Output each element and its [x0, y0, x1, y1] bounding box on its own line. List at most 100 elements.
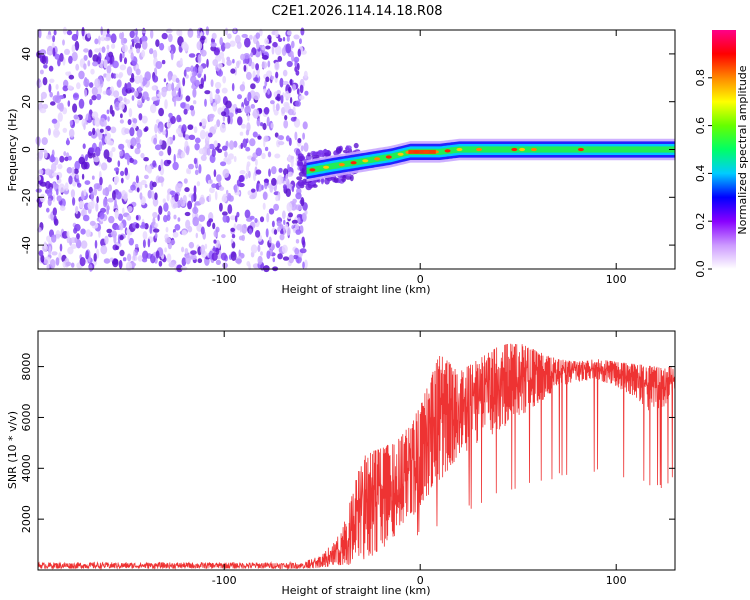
noise-speckle	[85, 229, 92, 238]
noise-speckle	[230, 68, 236, 74]
noise-speckle	[204, 243, 208, 250]
signal-hotspot	[511, 147, 518, 152]
noise-speckle	[130, 184, 136, 191]
noise-speckle	[250, 83, 256, 90]
noise-speckle	[78, 200, 85, 209]
noise-speckle	[51, 172, 58, 177]
noise-speckle	[88, 49, 93, 58]
noise-speckle	[261, 61, 268, 69]
noise-speckle	[233, 184, 238, 193]
noise-speckle	[299, 248, 307, 254]
noise-speckle	[282, 210, 286, 220]
noise-speckle	[281, 107, 286, 114]
noise-speckle	[103, 59, 108, 69]
noise-speckle	[161, 59, 166, 65]
noise-speckle	[74, 160, 80, 171]
noise-speckle	[159, 124, 164, 133]
noise-speckle	[167, 145, 172, 156]
noise-speckle	[89, 220, 96, 226]
noise-speckle	[152, 181, 157, 188]
noise-speckle	[127, 205, 133, 213]
noise-speckle	[45, 180, 51, 190]
noise-speckle	[91, 111, 99, 119]
noise-speckle	[158, 164, 162, 172]
noise-speckle	[287, 154, 291, 162]
colorbar-tick-label: 0.4	[694, 165, 707, 183]
noise-speckle	[126, 228, 131, 235]
noise-speckle	[268, 37, 272, 43]
noise-speckle	[69, 120, 74, 126]
noise-speckle	[71, 44, 76, 53]
noise-speckle	[51, 118, 58, 124]
noise-speckle	[179, 197, 183, 206]
signal-fuzz	[353, 142, 359, 149]
noise-speckle	[157, 214, 160, 222]
noise-speckle	[67, 85, 73, 90]
noise-speckle	[240, 53, 246, 61]
noise-speckle	[294, 247, 300, 255]
signal-fuzz	[336, 146, 342, 154]
noise-speckle	[64, 182, 69, 192]
noise-speckle	[229, 116, 233, 125]
noise-speckle	[190, 250, 197, 256]
noise-speckle	[233, 140, 238, 148]
noise-speckle	[213, 169, 217, 178]
noise-speckle	[219, 37, 223, 46]
noise-speckle	[260, 122, 264, 127]
y-tick-label: -40	[20, 236, 33, 254]
noise-speckle	[100, 245, 108, 255]
noise-speckle	[74, 237, 78, 244]
noise-speckle	[182, 194, 187, 204]
noise-speckle	[245, 146, 251, 152]
snr-y-ticks: 2000 4000 6000 8000	[20, 353, 675, 533]
noise-speckle	[231, 83, 235, 92]
noise-speckle	[290, 116, 297, 122]
noise-speckle	[144, 126, 149, 132]
noise-speckle	[187, 28, 194, 38]
noise-speckle	[173, 214, 177, 220]
noise-speckle	[188, 163, 194, 170]
noise-speckle	[249, 215, 255, 220]
noise-speckle	[40, 254, 45, 263]
noise-speckle	[44, 168, 52, 176]
noise-speckle	[271, 177, 277, 186]
noise-speckle	[177, 148, 182, 156]
noise-speckle	[119, 234, 124, 241]
noise-speckle	[158, 150, 164, 157]
signal-fuzz	[320, 177, 324, 185]
noise-speckle	[285, 135, 290, 142]
signal-hotspot	[350, 161, 357, 165]
noise-speckle	[206, 58, 209, 68]
noise-speckle	[242, 138, 248, 148]
noise-speckle	[124, 167, 128, 176]
noise-speckle	[303, 142, 309, 152]
noise-speckle	[180, 102, 186, 109]
noise-speckle	[230, 251, 237, 261]
noise-speckle	[48, 83, 52, 93]
noise-speckle	[224, 42, 231, 49]
noise-speckle	[222, 211, 228, 216]
y-tick-label: 4000	[20, 454, 33, 482]
noise-speckle	[200, 244, 206, 255]
noise-speckle	[185, 254, 191, 265]
noise-speckle	[267, 89, 270, 95]
noise-speckle	[255, 63, 259, 71]
noise-speckle	[88, 131, 92, 137]
noise-speckle	[200, 226, 205, 235]
noise-speckle	[263, 135, 269, 143]
noise-speckle	[118, 73, 123, 79]
noise-speckle	[165, 226, 169, 233]
noise-speckle	[171, 82, 175, 91]
noise-speckle	[64, 48, 70, 56]
noise-speckle	[38, 150, 44, 160]
noise-speckle	[275, 195, 279, 202]
spectrogram-x-ticks: -100 0 100	[212, 30, 627, 286]
noise-speckle	[52, 194, 56, 203]
noise-speckle	[185, 219, 191, 229]
noise-speckle	[272, 41, 278, 48]
noise-speckle	[190, 108, 196, 117]
noise-speckle	[274, 45, 282, 56]
noise-speckle	[277, 141, 285, 146]
noise-speckle	[237, 116, 243, 126]
noise-speckle	[50, 162, 57, 172]
